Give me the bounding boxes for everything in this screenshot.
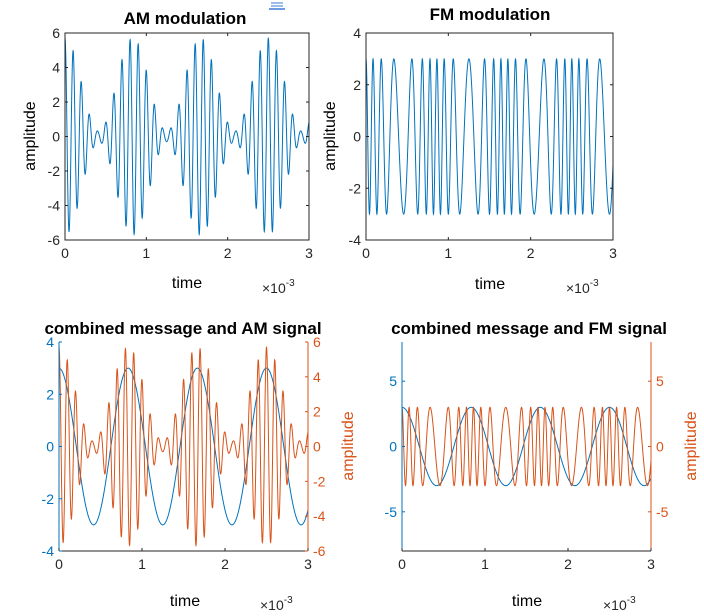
- x-axis-label: time: [172, 275, 202, 292]
- plot-area: [59, 346, 308, 548]
- x-exponent: ×10-3: [603, 595, 636, 613]
- y-tick-label-right: 0: [656, 439, 664, 455]
- y-tick-label: -4: [48, 198, 61, 214]
- x-tick-label: 1: [138, 556, 146, 572]
- x-tick-label: 0: [55, 556, 63, 572]
- y-tick-label: 0: [353, 129, 361, 145]
- x-tick-label: 3: [609, 245, 617, 261]
- y-tick-label: 2: [52, 94, 60, 110]
- x-exponent-power: -3: [590, 278, 599, 289]
- series-line-am-signal: [65, 37, 309, 237]
- panel-am-modulation: AM modulation 0 1 2 3 -6 -4 -2 0 2 4 6 amplitude t…: [22, 9, 313, 296]
- y-tick-label: 6: [52, 25, 60, 41]
- x-axis-label: time: [170, 593, 200, 610]
- y-tick-label: -6: [48, 232, 61, 248]
- x-axis-label: time: [512, 593, 542, 610]
- x-tick-label: 3: [304, 556, 312, 572]
- x-tick-label: 1: [481, 556, 489, 572]
- x-tick-label: 1: [142, 245, 150, 261]
- y-tick-label: -2: [48, 163, 61, 179]
- y-tick-label-left: 5: [389, 373, 397, 389]
- chart-title: AM modulation: [124, 9, 247, 28]
- x-tick-label: 0: [362, 245, 370, 261]
- y-tick-label: 2: [353, 77, 361, 93]
- y-tick-label: 4: [353, 25, 361, 41]
- y-tick-label-right: -2: [313, 473, 326, 489]
- series-line-message: [59, 367, 308, 526]
- x-exponent: ×10-3: [566, 278, 599, 296]
- y-tick-label: 4: [52, 60, 60, 76]
- y-tick-label-left: -5: [385, 504, 398, 520]
- x-tick-label: 0: [398, 556, 406, 572]
- x-tick-label: 3: [647, 556, 655, 572]
- plot-area: [402, 406, 651, 487]
- y-tick-label-right: -5: [656, 504, 669, 520]
- series-line-fm-signal: [366, 57, 613, 216]
- x-tick-label: 0: [61, 245, 69, 261]
- chart-title: FM modulation: [430, 5, 551, 24]
- y-tick-label-right: 2: [313, 404, 321, 420]
- y-tick-label-right: 0: [313, 439, 321, 455]
- tick-layer: 0 1 2 3 -4 -2 0 2 4 -6 -4 -2 0 2 4 6: [42, 334, 326, 572]
- series-line-am-signal: [59, 346, 308, 548]
- y-tick-label: -2: [349, 180, 362, 196]
- x-exponent-power: -3: [627, 595, 636, 606]
- y-tick-label-left: 2: [46, 386, 54, 402]
- y-tick-label-right: -6: [313, 543, 326, 559]
- panel-combined-fm: combined message and FM signal 0 1 2 3 -5 0 5 -…: [385, 319, 700, 613]
- x-tick-label: 1: [444, 245, 452, 261]
- plot-area: [366, 57, 613, 216]
- panel-combined-am: combined message and AM signal 0 1 2 3-4-20…: [42, 319, 357, 613]
- panel-fm-modulation: FM modulation 0 1 2 3 -4 -2 0 2 4 amplitude time…: [322, 5, 617, 296]
- x-exponent: ×10-3: [262, 278, 295, 296]
- y-axis-label: amplitude: [322, 101, 339, 170]
- x-exponent-power: -3: [286, 278, 295, 289]
- y-axis-label-right: amplitude: [683, 411, 700, 480]
- x-axis-label: time: [475, 276, 505, 293]
- x-exponent-base: ×10: [603, 597, 627, 613]
- plot-area: [65, 37, 309, 237]
- x-exponent: ×10-3: [260, 595, 293, 613]
- x-tick-label: 3: [305, 245, 313, 261]
- axes-box: [402, 342, 651, 551]
- x-exponent-power: -3: [284, 595, 293, 606]
- y-axis-label-right: amplitude: [340, 411, 357, 480]
- x-tick-label: 2: [224, 245, 232, 261]
- y-tick-label-left: 0: [389, 439, 397, 455]
- x-tick-label: 2: [221, 556, 229, 572]
- y-tick-label: 0: [52, 129, 60, 145]
- x-exponent-base: ×10: [566, 280, 590, 296]
- y-tick-label: -4: [349, 232, 362, 248]
- x-exponent-base: ×10: [262, 280, 286, 296]
- tick-layer: 0 1 2 3 -5 0 5 -5 0 5: [385, 342, 669, 572]
- x-tick-label: 2: [527, 245, 535, 261]
- y-tick-label-right: 4: [313, 369, 321, 385]
- y-tick-label-right: -4: [313, 508, 326, 524]
- axes-box: [64, 32, 310, 241]
- y-tick-label-left: -4: [42, 543, 55, 559]
- x-tick-label: 2: [564, 556, 572, 572]
- y-tick-label-left: 0: [46, 439, 54, 455]
- tick-layer: 0 1 2 3 -6 -4 -2 0 2 4 6: [48, 25, 314, 261]
- tick-layer: 0 1 2 3 -4 -2 0 2 4: [349, 25, 618, 261]
- chart-title: combined message and AM signal: [44, 319, 321, 338]
- series-line-fm-signal: [402, 406, 651, 487]
- x-exponent-base: ×10: [260, 597, 284, 613]
- figure-toolbar-icon[interactable]: [269, 0, 285, 10]
- y-tick-label-left: -2: [42, 491, 55, 507]
- y-axis-label: amplitude: [22, 101, 39, 170]
- chart-title: combined message and FM signal: [391, 319, 667, 338]
- y-tick-label-right: 5: [656, 373, 664, 389]
- y-tick-label-left: 4: [46, 334, 54, 350]
- y-tick-label-right: 6: [313, 334, 321, 350]
